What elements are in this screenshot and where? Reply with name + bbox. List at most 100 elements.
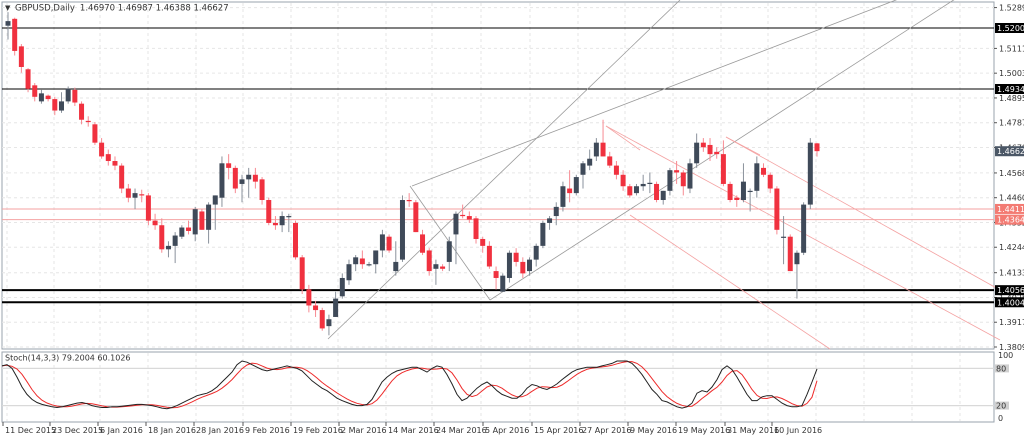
- candle: [366, 261, 372, 267]
- date-tick-label: 27 Apr 2016: [582, 426, 631, 435]
- svg-text:1.49340: 1.49340: [997, 85, 1024, 94]
- date-tick-label: 18 Jan 2016: [148, 426, 196, 435]
- candle: [486, 241, 492, 269]
- stochastic-lines: [1, 360, 818, 410]
- candle: [513, 248, 519, 267]
- candle: [794, 250, 800, 299]
- price-axis[interactable]: 1.528901.511101.500301.489501.478701.467…: [994, 4, 1024, 352]
- candle: [279, 211, 285, 233]
- candle: [814, 142, 820, 157]
- candle: [774, 186, 780, 235]
- candle: [206, 202, 212, 244]
- candle: [165, 241, 171, 258]
- price-tick-label: 1.41330: [999, 269, 1024, 278]
- date-tick-label: 15 Apr 2016: [534, 426, 583, 435]
- candle: [560, 181, 566, 212]
- candle: [426, 248, 432, 276]
- candle: [159, 218, 165, 253]
- svg-text:1.44110: 1.44110: [997, 205, 1024, 214]
- candle: [18, 44, 24, 73]
- candle: [313, 300, 319, 317]
- candle: [65, 86, 71, 104]
- price-tag: 1.40568: [995, 285, 1024, 296]
- date-tick-label: 10 Jun 2016: [774, 426, 822, 435]
- date-tick-label: 5 Apr 2016: [485, 426, 529, 435]
- candle: [92, 122, 98, 145]
- ohlc-values: 1.46970 1.46987 1.46388 1.46627: [80, 4, 229, 14]
- dropdown-triangle-icon[interactable]: ▼: [5, 4, 11, 12]
- candle: [125, 183, 131, 203]
- candle: [139, 189, 145, 203]
- candle: [319, 307, 325, 331]
- candle: [32, 83, 38, 102]
- date-tick-label: 11 Dec 2015: [5, 426, 56, 435]
- price-tag: 1.43643: [995, 214, 1024, 225]
- svg-text:20: 20: [996, 402, 1006, 411]
- candle: [807, 138, 813, 210]
- candle: [787, 234, 793, 272]
- svg-text:100: 100: [998, 351, 1013, 360]
- candle: [132, 188, 138, 210]
- date-tick-label: 23 Dec 2015: [52, 426, 103, 435]
- candle: [627, 183, 633, 198]
- price-tick-label: 1.42440: [999, 243, 1024, 252]
- date-tick-label: 9 May 2016: [630, 426, 677, 435]
- candle: [473, 216, 479, 244]
- candle: [433, 259, 439, 285]
- candle: [306, 284, 312, 313]
- price-tag: 1.46627: [995, 146, 1024, 157]
- candle: [654, 181, 660, 203]
- candle: [373, 250, 379, 274]
- candle: [186, 220, 192, 235]
- candle: [353, 255, 359, 272]
- candle: [460, 204, 466, 219]
- svg-text:1.46627: 1.46627: [997, 147, 1024, 156]
- date-tick-label: 24 Mar 2016: [436, 426, 487, 435]
- candle: [767, 172, 773, 194]
- candle: [527, 257, 533, 276]
- date-tick-label: 6 Jan 2016: [100, 426, 143, 435]
- date-tick-label: 19 Feb 2016: [293, 426, 343, 435]
- date-tick-label: 28 Jan 2016: [196, 426, 244, 435]
- candle: [212, 195, 218, 230]
- candle: [593, 138, 599, 162]
- candle: [727, 181, 733, 203]
- candle: [179, 225, 185, 239]
- candle: [152, 213, 158, 230]
- candle: [299, 255, 305, 295]
- candle: [580, 161, 586, 189]
- stoch-axis: 100 80 20 0: [995, 351, 1013, 423]
- stochastic-panel[interactable]: [1, 351, 995, 423]
- date-tick-label: 14 Mar 2016: [388, 426, 439, 435]
- candle: [292, 220, 298, 260]
- candlesticks: [5, 12, 820, 336]
- candle: [272, 216, 278, 230]
- candle: [761, 163, 767, 178]
- candle: [79, 101, 85, 125]
- price-tick-label: 1.51110: [999, 44, 1024, 53]
- candle: [500, 273, 506, 292]
- candle: [99, 138, 105, 159]
- candle: [219, 156, 225, 207]
- candle: [45, 94, 51, 102]
- candle: [453, 211, 459, 265]
- price-tag: 1.44110: [995, 203, 1024, 214]
- candle: [399, 195, 405, 262]
- horizontal-lines: [2, 27, 994, 304]
- candle: [413, 199, 419, 233]
- candle: [540, 220, 546, 249]
- candle: [52, 96, 58, 116]
- candle: [38, 89, 44, 104]
- candle: [252, 167, 258, 189]
- candle: [600, 119, 606, 157]
- price-tick-label: 1.50030: [999, 69, 1024, 78]
- candle: [674, 161, 680, 184]
- candle: [105, 149, 111, 166]
- candle: [506, 250, 512, 283]
- candle: [747, 188, 753, 212]
- candle: [446, 236, 452, 272]
- candle: [680, 170, 686, 196]
